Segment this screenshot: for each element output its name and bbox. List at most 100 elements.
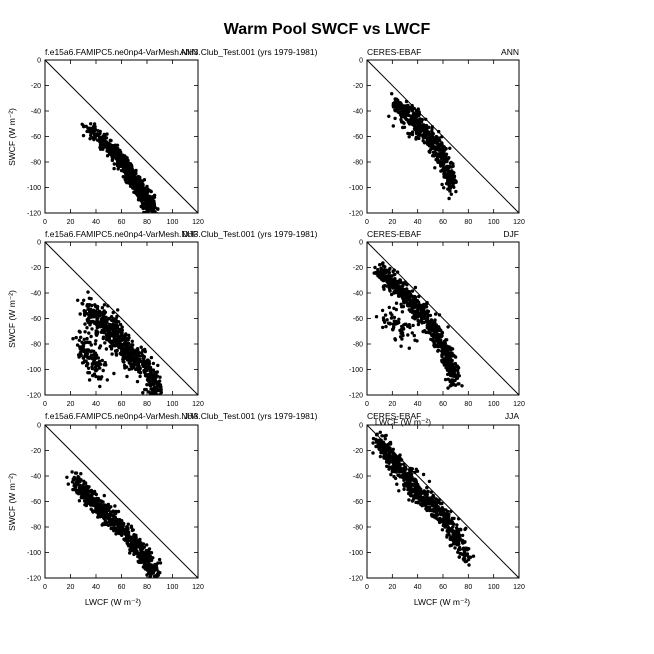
data-point [71,487,75,492]
data-point [453,378,457,383]
y-tick-label: -20 [31,265,41,272]
data-point [127,333,131,337]
y-tick-label: 0 [37,240,41,247]
data-point [430,319,434,324]
data-point [439,344,443,349]
data-point [391,466,395,470]
data-point [132,353,136,357]
data-point [85,318,90,322]
data-point [428,150,432,154]
data-point [89,334,93,339]
data-point [83,481,88,485]
data-point [156,561,160,565]
reference-line [44,241,199,396]
data-point [433,331,437,335]
data-point [78,350,83,355]
data-point [414,496,419,500]
data-point [96,515,100,519]
data-point [396,473,400,477]
data-point [449,519,454,523]
data-point [384,433,388,438]
data-point [440,182,444,187]
data-point [407,308,411,312]
data-point [149,374,153,378]
data-point [83,341,87,345]
data-point [152,585,155,588]
data-point [402,477,406,481]
y-axis-label: SWCF (W m⁻²) [7,290,17,348]
data-point [436,348,441,353]
data-point [408,488,412,493]
data-point [158,571,162,575]
data-point [126,341,131,346]
data-point [121,351,126,355]
data-point [449,160,453,165]
x-tick-label: 20 [388,401,396,408]
data-point [117,335,121,339]
data-point [113,504,117,508]
data-point [471,554,476,558]
data-point [419,303,423,308]
data-point [410,132,415,137]
y-tick-label: 0 [37,423,41,430]
data-point [132,190,136,194]
data-point [399,115,404,119]
reference-line [44,59,199,214]
data-point [396,291,400,295]
data-point [448,184,452,188]
data-point [100,513,104,518]
data-point [406,113,410,117]
data-point [443,158,447,162]
data-point [385,464,389,468]
data-point [95,501,100,505]
data-point [112,166,116,171]
data-point [130,350,134,355]
data-point [381,274,386,278]
panel-model-ann: f.e15a6.FAMIPC5.ne0np4-VarMesh.NH3.Club_… [7,47,318,226]
data-point [388,442,393,446]
data-point [87,340,91,345]
data-point [447,156,451,160]
data-point [137,185,141,189]
data-point [97,504,102,508]
data-point [452,516,456,521]
data-point [449,192,453,196]
data-point [128,184,133,188]
data-point [395,279,399,284]
data-point [90,327,94,331]
data-point [443,377,448,382]
data-point [152,203,157,207]
data-point [433,137,437,141]
data-point [153,370,157,375]
data-point [396,467,401,472]
data-point [433,321,437,325]
data-point [156,363,160,368]
data-point [391,460,395,465]
data-point [150,214,153,217]
data-point [411,497,416,501]
data-point [102,303,107,307]
data-point [96,377,101,381]
scatter-points [80,122,160,217]
data-point [132,552,136,557]
data-point [97,137,102,141]
data-point [132,356,136,360]
data-point [155,397,158,400]
y-tick-label: -100 [349,550,363,557]
data-point [90,366,95,371]
data-point [151,392,155,395]
data-point [413,493,417,497]
x-tick-label: 120 [192,584,204,591]
data-point [390,469,394,474]
x-tick-label: 100 [167,219,179,226]
data-point [447,196,451,201]
data-point [446,166,451,170]
data-point [415,299,420,303]
data-point [448,373,453,378]
data-point [94,492,99,497]
data-point [444,349,448,353]
panel-season-label: ANN [501,47,519,57]
data-point [120,338,124,342]
data-point [126,522,130,526]
data-point [85,493,89,498]
